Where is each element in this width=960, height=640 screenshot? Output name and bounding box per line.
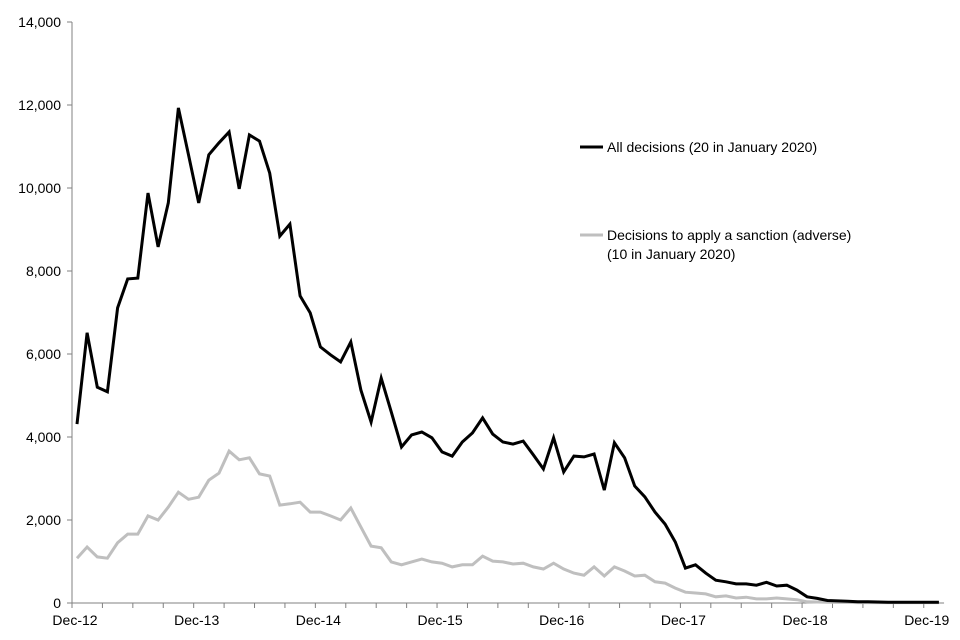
x-tick-label: Dec-12: [52, 612, 97, 628]
series-line-all-decisions: [75, 107, 939, 604]
legend-label-adverse-decisions-line2: (10 in January 2020): [607, 246, 735, 262]
x-tick-label: Dec-19: [904, 612, 949, 628]
series-line-adverse-decisions: [75, 448, 939, 605]
legend-label-all-decisions: All decisions (20 in January 2020): [607, 139, 817, 155]
x-tick-label: Dec-16: [539, 612, 584, 628]
x-tick-label: Dec-17: [661, 612, 706, 628]
y-tick-label: 8,000: [26, 263, 61, 279]
y-tick-label: 6,000: [26, 346, 61, 362]
y-tick-label: 12,000: [18, 97, 61, 113]
y-axis: 0 2,000 4,000 6,000 8,000 10,000 12,000 14,000: [18, 14, 73, 611]
x-tick-label: Dec-18: [783, 612, 828, 628]
legend-label-adverse-decisions: Decisions to apply a sanction (adverse): [607, 227, 851, 243]
x-tick-label: Dec-13: [174, 612, 219, 628]
x-axis: Dec-12 Dec-13 Dec-14 Dec-15 Dec-16 Dec-17 Dec-…: [52, 602, 950, 628]
series-group: [75, 107, 940, 605]
y-tick-label: 10,000: [18, 180, 61, 196]
y-tick-label: 4,000: [26, 429, 61, 445]
legend: All decisions (20 in January 2020) Decis…: [580, 139, 851, 262]
y-tick-label: 2,000: [26, 512, 61, 528]
x-tick-label: Dec-14: [296, 612, 341, 628]
x-tick-label: Dec-15: [417, 612, 462, 628]
y-tick-label: 14,000: [18, 14, 61, 30]
y-tick-label: 0: [53, 595, 61, 611]
